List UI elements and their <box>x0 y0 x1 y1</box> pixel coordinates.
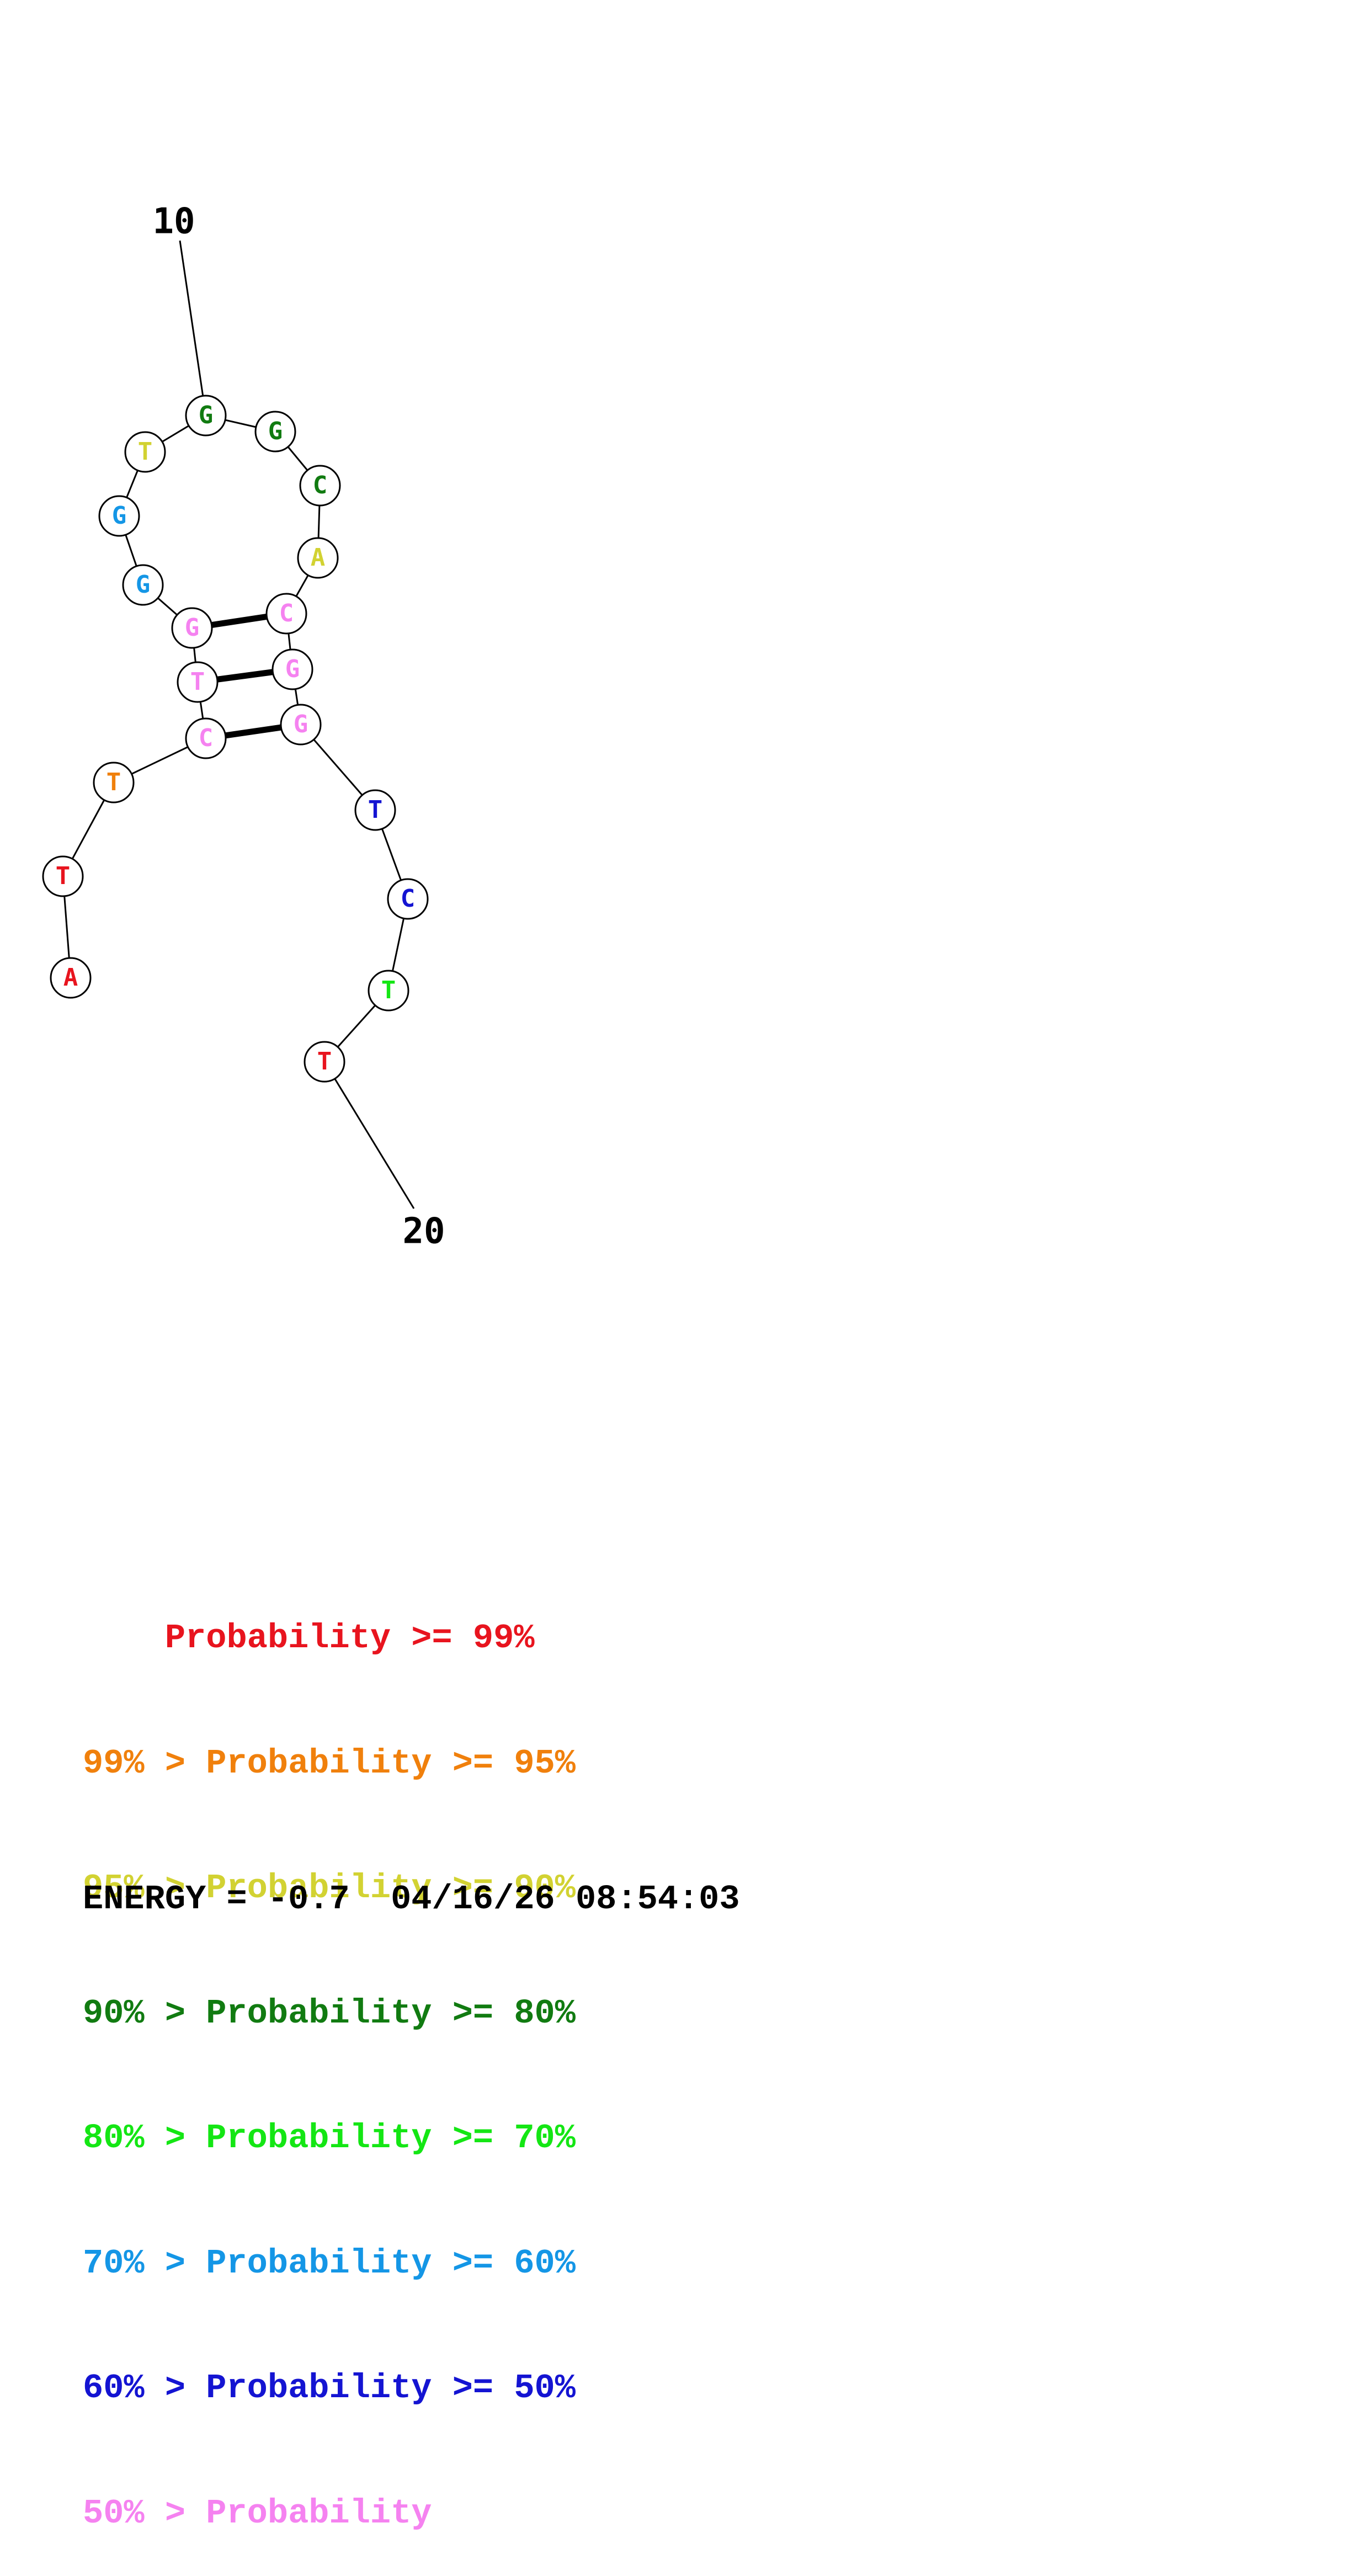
nucleotide-circle <box>254 411 296 453</box>
legend-prefix <box>83 1619 165 1658</box>
nucleotide: T <box>304 1041 345 1083</box>
nucleotide-circle <box>124 431 166 473</box>
nucleotide-letter: G <box>268 417 283 445</box>
nucleotide-circle <box>42 855 84 897</box>
nucleotide-circle <box>272 648 313 690</box>
nucleotide-circle <box>171 607 213 649</box>
nucleotide: A <box>297 537 339 579</box>
legend-row: 50% > Probability <box>83 2493 576 2535</box>
position-label-lines <box>179 240 415 1209</box>
legend-prefix: 70% > <box>83 2243 206 2283</box>
nucleotide: T <box>124 431 166 473</box>
nucleotide: C <box>265 593 307 635</box>
nucleotide-circle <box>122 564 164 606</box>
nucleotide-letter: G <box>199 401 214 429</box>
legend-prefix: 60% > <box>83 2369 206 2408</box>
legend-row: 90% > Probability >= 80% <box>83 1993 576 2035</box>
nucleotide-circle <box>93 762 135 803</box>
legend-prefix: 90% > <box>83 1993 206 2033</box>
nucleotide: G <box>122 564 164 606</box>
nucleotide-circle <box>387 878 429 920</box>
nucleotide-circle <box>299 465 341 507</box>
nucleotide-letter: C <box>199 724 214 752</box>
nucleotide-letter: T <box>107 768 121 796</box>
nucleotide-circle <box>354 789 396 831</box>
nucleotide-letter: T <box>368 796 383 824</box>
nucleotide-letter: C <box>313 471 328 499</box>
nucleotide-letter: G <box>185 614 200 642</box>
nucleotide-circle <box>280 704 322 746</box>
nucleotide-letter: A <box>63 964 78 992</box>
nucleotide-letter: T <box>317 1047 332 1076</box>
legend-text: Probability >= 90% <box>206 1869 576 1908</box>
legend-prefix: 95% > <box>83 1869 206 1908</box>
nucleotide-circle <box>297 537 339 579</box>
nucleotide: T <box>177 661 219 703</box>
position-label-line <box>323 1061 415 1209</box>
legend-text: Probability >= 60% <box>206 2243 576 2283</box>
position-label-10: 10 <box>152 201 195 242</box>
nucleotide: A <box>50 957 92 999</box>
nucleotide: G <box>171 607 213 649</box>
nucleotide: G <box>185 395 227 437</box>
energy-timestamp: ENERGY = -0.7 04/16/26 08:54:03 <box>83 1880 740 1919</box>
legend-row: 95% > Probability >= 90% <box>83 1867 576 1909</box>
legend-row: 80% > Probability >= 70% <box>83 2117 576 2159</box>
nucleotide: T <box>368 970 409 1012</box>
nucleotide-letter: G <box>294 710 308 738</box>
legend-prefix: 99% > <box>83 1743 206 1783</box>
nucleotide-letter: G <box>285 655 300 683</box>
nucleotide-circle <box>304 1041 345 1083</box>
nucleotide-letter: C <box>401 885 416 913</box>
legend-text: Probability >= 95% <box>206 1743 576 1783</box>
nucleotide-circle <box>98 495 140 537</box>
nucleotide: C <box>185 717 227 759</box>
legend-text: Probability >= 50% <box>206 2369 576 2408</box>
legend-text: Probability >= 80% <box>206 1993 576 2033</box>
nucleotide: C <box>299 465 341 507</box>
nucleotide-letter: T <box>381 976 396 1004</box>
position-label-20: 20 <box>402 1211 445 1252</box>
legend-text: Probability >= 99% <box>164 1619 535 1658</box>
legend-prefix: 50% > <box>83 2493 206 2533</box>
nucleotide-letter: A <box>311 544 326 572</box>
legend-row: Probability >= 99% <box>83 1617 576 1659</box>
nucleotide-circle <box>368 970 409 1012</box>
nucleotide: T <box>93 762 135 803</box>
nucleotide-circle <box>265 593 307 635</box>
nucleotide-letter: T <box>56 862 71 890</box>
nucleotide-circle <box>185 717 227 759</box>
nucleotide-letter: G <box>112 502 127 530</box>
nucleotide-circle <box>177 661 219 703</box>
nucleotide: G <box>254 411 296 453</box>
position-labels: 10 20 <box>152 201 445 1252</box>
legend-text: Probability <box>206 2493 432 2533</box>
nucleotide-letter: T <box>190 668 205 696</box>
nucleotide-letter: T <box>138 438 153 466</box>
nucleotide-letter: G <box>136 571 151 599</box>
nucleotide-circle <box>50 957 92 999</box>
legend-prefix: 80% > <box>83 2119 206 2158</box>
legend-row: 60% > Probability >= 50% <box>83 2367 576 2409</box>
nucleotide: T <box>42 855 84 897</box>
legend-text: Probability >= 70% <box>206 2119 576 2158</box>
nucleotide: G <box>280 704 322 746</box>
nucleotide: G <box>98 495 140 537</box>
probability-legend: Probability >= 99% 99% > Probability >= … <box>83 1534 576 2576</box>
legend-row: 99% > Probability >= 95% <box>83 1743 576 1785</box>
nucleotide-letter: C <box>279 599 294 627</box>
nucleotide-circle <box>185 395 227 437</box>
nucleotide: T <box>354 789 396 831</box>
nucleotide: G <box>272 648 313 690</box>
legend-row: 70% > Probability >= 60% <box>83 2243 576 2285</box>
nucleotide: C <box>387 878 429 920</box>
position-label-line <box>179 240 207 416</box>
